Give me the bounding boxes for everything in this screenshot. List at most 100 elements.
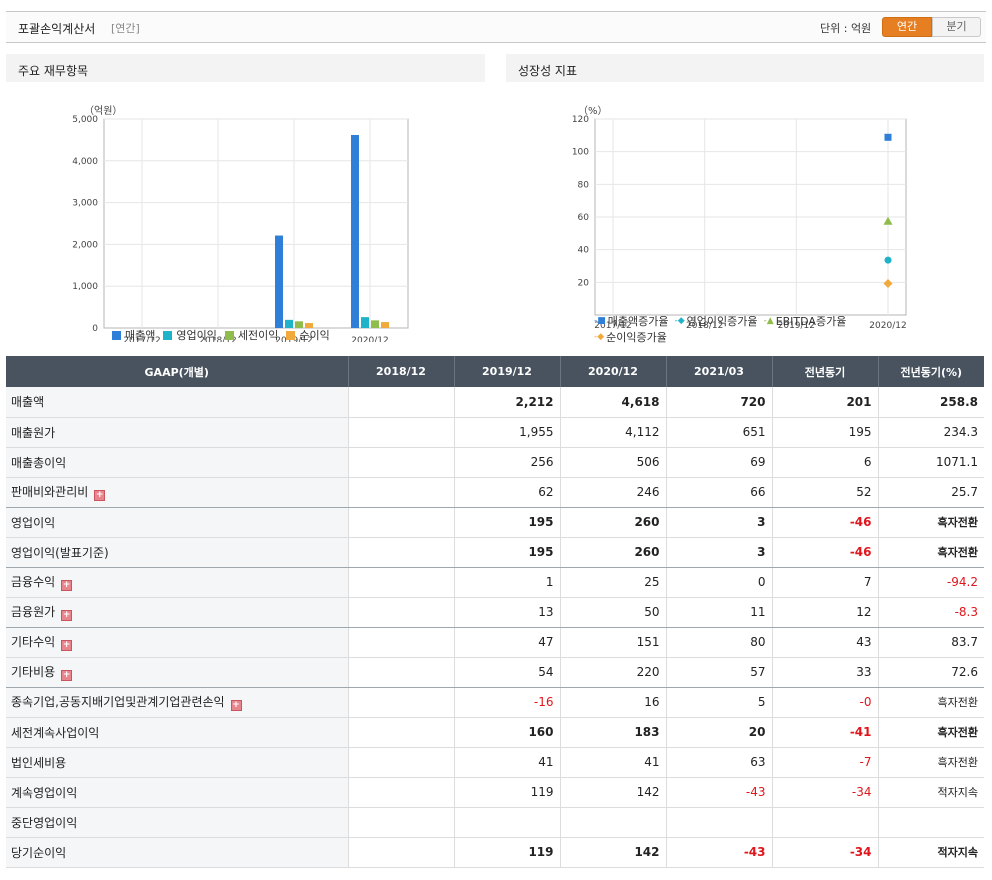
expand-plus-icon[interactable]: + [94, 490, 106, 501]
bar-1[interactable] [351, 134, 359, 328]
table-cell: 54 [453, 657, 560, 688]
table-cell: 183 [559, 717, 666, 748]
x-tick-label: 2019/12 [778, 321, 815, 331]
table-cell: 3 [665, 537, 772, 568]
row-label-text: 종속기업,공동지배기업및관계기업관련손익 [11, 695, 225, 709]
table-cell: 6 [771, 447, 878, 478]
table-cell: -0 [771, 687, 878, 718]
bar-2[interactable] [361, 317, 369, 328]
bar-2[interactable] [285, 319, 293, 328]
bar-1[interactable] [275, 235, 283, 328]
table-cell: 260 [559, 507, 666, 538]
quarter-toggle-button[interactable]: 분기 [932, 17, 981, 37]
column-header: 전년동기(%) [877, 356, 984, 387]
table-cell: 흑자전환 [877, 747, 984, 778]
legend-swatch [224, 330, 234, 340]
point-4[interactable] [883, 278, 893, 288]
point-1[interactable] [884, 133, 892, 141]
table-cell: 적자지속 [877, 837, 984, 868]
row-label: 중단영업이익 [6, 807, 348, 838]
table-cell [347, 807, 454, 838]
table-cell: -16 [453, 687, 560, 718]
legend-marker: -■ [594, 316, 606, 326]
table-cell: 1071.1 [877, 447, 984, 478]
bar-3[interactable] [371, 320, 379, 328]
key-financials-panel: 주요 재무항목 （억원） 0 1,000 2,000 3,000 4,000 5,000 2… [6, 54, 485, 354]
panel-title: 주요 재무항목 [6, 54, 485, 82]
table-cell: 160 [453, 717, 560, 748]
table-cell: 69 [665, 447, 772, 478]
table-cell: 52 [771, 477, 878, 508]
y-tick-label: 20 [578, 278, 590, 288]
legend-label: 매출액 [125, 329, 156, 342]
legend-label: 영업이익 [176, 329, 217, 342]
table-cell: -46 [771, 507, 878, 538]
income-statement-table: GAAP(개별) 2018/12 2019/12 2020/12 2021/03 전년동기… [6, 356, 984, 868]
table-cell: 66 [665, 477, 772, 508]
legend-marker: -◆ [594, 332, 605, 342]
point-3[interactable] [883, 216, 893, 225]
row-label-text: 계속영업이익 [11, 785, 78, 800]
column-header: 2020/12 [559, 356, 666, 387]
table-row: 매출총이익 256 506 69 6 1071.1 [6, 447, 984, 478]
row-label: 종속기업,공동지배기업및관계기업관련손익 + [6, 687, 348, 718]
y-tick-label: 40 [578, 246, 590, 256]
expand-plus-icon[interactable]: + [61, 670, 73, 681]
legend-label: 순이익증가율 [606, 331, 667, 344]
column-header: 2021/03 [665, 356, 772, 387]
legend-label: 영업이익증가율 [686, 315, 758, 328]
legend-label: EBITDA증가율 [775, 315, 847, 328]
column-header: GAAP(개별) [6, 356, 348, 387]
table-row: 종속기업,공동지배기업및관계기업관련손익 + -16 16 5 -0 흑자전환 [6, 687, 984, 718]
table-cell: 0 [665, 567, 772, 598]
point-2[interactable] [884, 256, 892, 264]
row-label-text: 법인세비용 [11, 755, 67, 770]
expand-plus-icon[interactable]: + [230, 700, 242, 711]
x-tick-label: 2020/12 [869, 321, 906, 331]
row-label-text: 영업이익 [11, 515, 56, 530]
table-cell: 260 [559, 537, 666, 568]
bar-4[interactable] [381, 322, 389, 328]
y-tick-label: 3,000 [72, 199, 98, 209]
table-cell [347, 687, 454, 718]
column-header: 전년동기 [771, 356, 878, 387]
table-row: 중단영업이익 [6, 807, 984, 838]
legend-swatch [163, 330, 173, 340]
legend-item: -◆ 순이익증가율 [594, 329, 667, 345]
x-tick-label: 2018/12 [199, 336, 236, 342]
table-cell: 25 [559, 567, 666, 598]
table-cell [347, 837, 454, 868]
table-cell: 195 [771, 417, 878, 448]
x-tick-label: 2020/12 [351, 336, 388, 342]
expand-plus-icon[interactable]: + [61, 580, 73, 591]
table-cell [347, 627, 454, 658]
expand-plus-icon[interactable]: + [61, 610, 73, 621]
table-cell [347, 567, 454, 598]
y-tick-label: 60 [578, 213, 590, 223]
annual-toggle-button[interactable]: 연간 [882, 17, 932, 37]
bar-3[interactable] [295, 321, 303, 328]
y-tick-label: 1,000 [72, 282, 98, 292]
table-cell [347, 447, 454, 478]
table-cell: 33 [771, 657, 878, 688]
table-cell: 142 [559, 837, 666, 868]
table-cell: 119 [453, 777, 560, 808]
table-row: 금융수익 +1 25 0 7 -94.2 [6, 567, 984, 598]
bar-4[interactable] [305, 323, 313, 328]
table-cell: 3 [665, 507, 772, 538]
table-cell: 50 [559, 597, 666, 628]
row-label-text: 매출액 [11, 395, 45, 410]
table-cell: 506 [559, 447, 666, 478]
table-cell [453, 807, 560, 838]
x-tick-label: 2018/12 [686, 321, 723, 331]
legend-label: 매출액증가율 [607, 315, 669, 328]
table-cell: -94.2 [877, 567, 984, 598]
y-tick-label: 120 [572, 115, 589, 125]
table-cell [347, 537, 454, 568]
table-cell [347, 747, 454, 778]
table-cell [347, 477, 454, 508]
table-cell: 220 [559, 657, 666, 688]
expand-plus-icon[interactable]: + [61, 640, 73, 651]
table-row: 계속영업이익 119 142 -43 -34 적자지속 [6, 777, 984, 808]
table-cell: 43 [771, 627, 878, 658]
